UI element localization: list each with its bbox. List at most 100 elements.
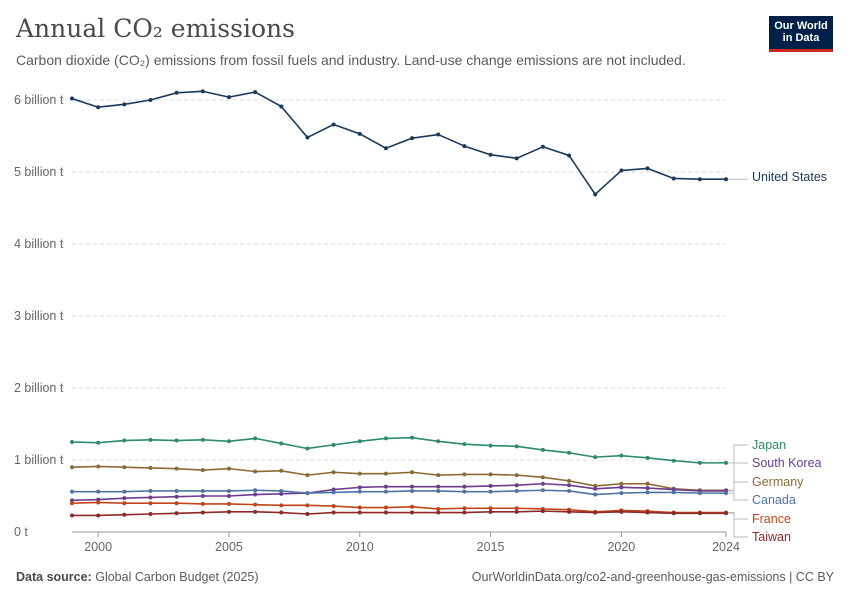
data-point[interactable] xyxy=(70,489,74,494)
series-line-japan[interactable] xyxy=(71,436,726,464)
data-point[interactable] xyxy=(226,501,231,506)
series-line-germany[interactable] xyxy=(71,465,726,492)
data-point[interactable] xyxy=(148,495,153,500)
data-point[interactable] xyxy=(567,488,572,493)
data-point[interactable] xyxy=(70,501,74,506)
data-point[interactable] xyxy=(253,509,258,514)
data-point[interactable] xyxy=(488,509,493,514)
data-point[interactable] xyxy=(514,483,519,488)
data-point[interactable] xyxy=(488,489,493,494)
data-point[interactable] xyxy=(488,443,493,448)
data-point[interactable] xyxy=(488,152,493,157)
data-point[interactable] xyxy=(174,438,179,443)
data-point[interactable] xyxy=(226,494,231,498)
data-point[interactable] xyxy=(383,436,388,441)
data-point[interactable] xyxy=(645,490,650,495)
data-point[interactable] xyxy=(724,511,728,516)
data-point[interactable] xyxy=(70,96,74,101)
data-point[interactable] xyxy=(279,510,284,515)
data-point[interactable] xyxy=(96,513,101,518)
data-point[interactable] xyxy=(305,512,310,516)
data-point[interactable] xyxy=(148,501,153,506)
series-label-germany[interactable]: Germany xyxy=(752,475,804,489)
data-point[interactable] xyxy=(200,494,205,498)
data-point[interactable] xyxy=(593,492,598,497)
data-point[interactable] xyxy=(122,489,127,494)
data-point[interactable] xyxy=(593,455,598,460)
data-point[interactable] xyxy=(514,156,519,161)
data-point[interactable] xyxy=(331,510,336,515)
data-point[interactable] xyxy=(279,441,284,446)
data-point[interactable] xyxy=(436,484,441,489)
data-point[interactable] xyxy=(514,488,519,493)
data-point[interactable] xyxy=(724,177,728,182)
data-point[interactable] xyxy=(279,468,284,473)
data-point[interactable] xyxy=(357,489,362,494)
data-point[interactable] xyxy=(619,509,624,514)
data-point[interactable] xyxy=(540,509,545,514)
data-point[interactable] xyxy=(122,512,127,517)
data-point[interactable] xyxy=(436,439,441,444)
data-point[interactable] xyxy=(357,485,362,490)
data-point[interactable] xyxy=(226,95,231,100)
data-point[interactable] xyxy=(619,491,624,496)
data-point[interactable] xyxy=(383,484,388,489)
data-point[interactable] xyxy=(383,146,388,151)
data-point[interactable] xyxy=(226,488,231,493)
data-point[interactable] xyxy=(671,487,676,492)
data-point[interactable] xyxy=(305,503,310,508)
owid-logo[interactable]: Our World in Data xyxy=(769,16,833,52)
data-point[interactable] xyxy=(148,488,153,493)
data-point[interactable] xyxy=(514,509,519,514)
series-label-united-states[interactable]: United States xyxy=(752,170,827,184)
data-point[interactable] xyxy=(645,510,650,515)
data-point[interactable] xyxy=(226,509,231,514)
data-point[interactable] xyxy=(540,481,545,486)
data-point[interactable] xyxy=(253,488,258,493)
data-point[interactable] xyxy=(567,483,572,488)
data-point[interactable] xyxy=(593,192,598,197)
data-point[interactable] xyxy=(357,505,362,510)
data-point[interactable] xyxy=(174,494,179,499)
data-point[interactable] xyxy=(96,464,101,469)
data-point[interactable] xyxy=(70,440,74,444)
data-point[interactable] xyxy=(593,483,598,488)
series-line-united-states[interactable] xyxy=(71,90,726,196)
series-label-france[interactable]: France xyxy=(752,512,791,526)
data-point[interactable] xyxy=(226,466,231,471)
data-point[interactable] xyxy=(462,484,467,489)
data-point[interactable] xyxy=(410,510,415,515)
data-point[interactable] xyxy=(436,473,441,478)
data-point[interactable] xyxy=(148,512,153,516)
data-point[interactable] xyxy=(174,466,179,471)
data-point[interactable] xyxy=(279,488,284,493)
data-point[interactable] xyxy=(462,442,467,447)
data-point[interactable] xyxy=(383,505,388,510)
data-point[interactable] xyxy=(645,481,650,486)
data-point[interactable] xyxy=(122,438,127,443)
data-point[interactable] xyxy=(70,465,74,470)
data-point[interactable] xyxy=(96,489,101,494)
data-point[interactable] xyxy=(540,475,545,480)
data-point[interactable] xyxy=(357,510,362,515)
data-point[interactable] xyxy=(436,510,441,515)
data-point[interactable] xyxy=(305,446,310,451)
data-point[interactable] xyxy=(174,511,179,516)
data-point[interactable] xyxy=(357,439,362,444)
data-point[interactable] xyxy=(462,489,467,494)
data-point[interactable] xyxy=(148,437,153,442)
data-point[interactable] xyxy=(305,135,310,140)
data-point[interactable] xyxy=(174,501,179,506)
data-point[interactable] xyxy=(567,450,572,455)
data-point[interactable] xyxy=(96,440,101,445)
series-label-south-korea[interactable]: South Korea xyxy=(752,456,822,470)
data-point[interactable] xyxy=(174,90,179,95)
data-point[interactable] xyxy=(200,468,205,473)
data-point[interactable] xyxy=(200,437,205,442)
data-point[interactable] xyxy=(514,506,519,511)
data-point[interactable] xyxy=(436,506,441,511)
data-point[interactable] xyxy=(619,481,624,486)
data-point[interactable] xyxy=(383,489,388,494)
series-line-france[interactable] xyxy=(71,501,726,514)
data-point[interactable] xyxy=(253,90,258,95)
